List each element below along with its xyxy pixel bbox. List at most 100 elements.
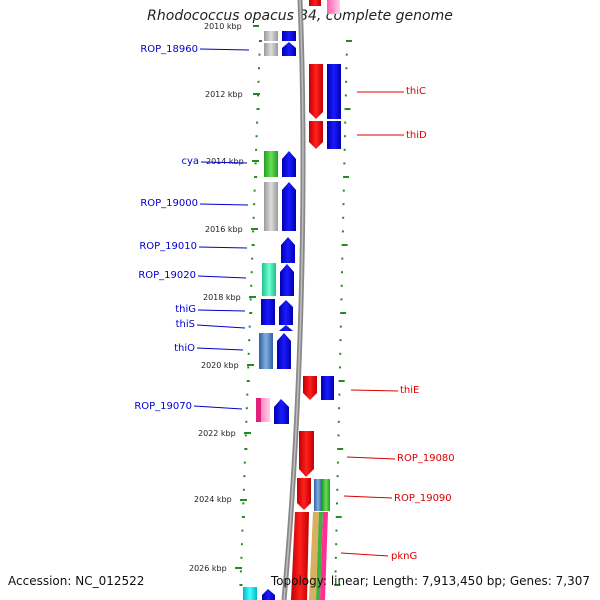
gene-red-top-clipped[interactable]	[309, 0, 321, 6]
gene-label-thiE[interactable]: thiE	[350, 385, 419, 396]
gene-ROP_19090[interactable]	[297, 478, 311, 510]
gene-label-ROP_18960[interactable]: ROP_18960	[140, 44, 250, 55]
gene-label-ROP_19010[interactable]: ROP_19010	[139, 241, 248, 252]
svg-text:thiC[interactable]: thiC	[406, 86, 426, 97]
track-tick	[338, 380, 345, 382]
scale-marker-2014: 2014 kbp	[206, 157, 259, 166]
svg-text:ROP_19020[interactable]: ROP_19020	[138, 270, 196, 281]
track-tick	[256, 108, 260, 110]
gene-label-thiO[interactable]: thiO	[174, 343, 244, 354]
scale-marker-2010: 2010 kbp	[204, 22, 259, 31]
gene-blue-thiE-pair[interactable]	[321, 376, 334, 400]
track-tick	[246, 380, 250, 382]
gene-label-thiC[interactable]: thiC	[357, 86, 426, 97]
gene-label-pknG[interactable]: pknG	[340, 551, 417, 562]
gene-multicolor-pknG-1[interactable]	[309, 512, 319, 600]
gene-label-thiG[interactable]: thiG	[175, 304, 246, 315]
track-tick	[247, 352, 250, 355]
gene-gray-1[interactable]	[264, 31, 278, 41]
scale-label: 2014 kbp	[206, 157, 244, 166]
track-tick	[245, 420, 248, 423]
gene-gray-2[interactable]	[264, 43, 278, 56]
track-tick	[249, 298, 252, 301]
gene-label-cya[interactable]: cya	[181, 156, 248, 167]
gene-blue-ROP_19000-pair[interactable]	[282, 182, 296, 231]
svg-text:thiD[interactable]: thiD	[406, 130, 427, 141]
gene-pink-top-clipped[interactable]	[327, 0, 340, 14]
gene-blue-ROP_19020-pair[interactable]	[280, 264, 294, 296]
gene-cyan-bottom-clipped[interactable]	[243, 587, 257, 600]
svg-text:ROP_19000[interactable]: ROP_19000	[140, 198, 198, 209]
track-tick	[345, 80, 348, 83]
gene-ROP_19020[interactable]	[262, 263, 276, 296]
gene-blue-thiC-pair[interactable]	[327, 64, 341, 119]
track-tick	[244, 434, 247, 437]
gene-ROP_19000[interactable]	[264, 182, 278, 231]
scale-marker-2018: 2018 kbp	[203, 293, 256, 302]
scale-label: 2026 kbp	[189, 564, 227, 573]
track-tick	[245, 407, 248, 410]
gene-label-thiS[interactable]: thiS	[176, 319, 246, 330]
gene-green-ROP_19090-pair[interactable]	[322, 479, 330, 511]
accession-text: Accession: NC_012522	[8, 574, 145, 588]
gene-blue-thiG-pair[interactable]	[279, 300, 293, 325]
track-tick	[253, 189, 256, 192]
gene-label-ROP_19070[interactable]: ROP_19070	[134, 401, 243, 412]
gene-thiD[interactable]	[309, 121, 323, 149]
track-tick	[244, 448, 248, 450]
scale-marker-2024: 2024 kbp	[194, 495, 247, 504]
track-tick	[340, 298, 343, 301]
gene-ROP_19010[interactable]	[281, 237, 295, 263]
track-tick	[258, 67, 261, 70]
svg-text:ROP_19070[interactable]: ROP_19070	[134, 401, 192, 412]
track-tick	[248, 325, 251, 328]
track-tick	[343, 162, 346, 165]
gene-multicolor-pknG-2[interactable]	[316, 512, 323, 600]
gene-label-ROP_19090[interactable]: ROP_19090	[343, 493, 452, 504]
svg-text:cya[interactable]: cya	[181, 156, 199, 167]
svg-text:thiE[interactable]: thiE	[400, 385, 419, 396]
gene-blue-cya-pair[interactable]	[282, 151, 296, 177]
gene-blue-thiD-pair[interactable]	[327, 121, 341, 149]
gene-label-ROP_19020[interactable]: ROP_19020	[138, 270, 247, 281]
gene-multicolor-pknG-3[interactable]	[320, 512, 328, 600]
gene-pknG[interactable]	[291, 512, 309, 600]
svg-text:ROP_19010[interactable]: ROP_19010	[139, 241, 197, 252]
svg-text:thiG[interactable]: thiG	[175, 304, 196, 315]
gene-thiO[interactable]	[259, 333, 273, 369]
track-tick	[247, 366, 250, 369]
gene-label-thiD[interactable]: thiD	[357, 130, 427, 141]
track-tick	[344, 108, 351, 110]
gene-thiE[interactable]	[303, 376, 317, 400]
track-tick	[240, 543, 243, 546]
gene-blue-1[interactable]	[282, 31, 296, 41]
gene-ROP_19080[interactable]	[299, 431, 314, 477]
gene-blue-2[interactable]	[282, 42, 296, 56]
gene-blue-ROP_19070-pair[interactable]	[274, 399, 289, 424]
svg-text:pknG[interactable]: pknG	[391, 551, 417, 562]
gene-label-ROP_19000[interactable]: ROP_19000	[140, 198, 249, 209]
svg-text:thiO[interactable]: thiO	[174, 343, 195, 354]
gene-blue-thiO-pair[interactable]	[277, 333, 291, 369]
track-tick	[338, 393, 341, 396]
gene-steel-ROP_19090-pair[interactable]	[314, 479, 322, 511]
track-tick	[344, 121, 347, 124]
gene-label-ROP_19080[interactable]: ROP_19080	[346, 453, 455, 464]
track-tick	[250, 284, 253, 287]
svg-text:ROP_18960[interactable]: ROP_18960	[140, 44, 198, 55]
svg-text:ROP_19090[interactable]: ROP_19090	[394, 493, 452, 504]
svg-text:thiS[interactable]: thiS	[176, 319, 195, 330]
gene-thiC[interactable]	[309, 64, 323, 119]
gene-thiG[interactable]	[261, 299, 275, 325]
track-tick	[341, 257, 344, 260]
gene-blue-bottom-clipped[interactable]	[262, 589, 275, 600]
track-tick	[342, 189, 345, 192]
gene-thiS[interactable]	[279, 325, 293, 331]
svg-text:ROP_19080[interactable]: ROP_19080	[397, 453, 455, 464]
gene-cya[interactable]	[264, 151, 278, 177]
scale-label: 2010 kbp	[204, 22, 242, 31]
track-tick	[342, 216, 345, 219]
scale-label: 2012 kbp	[205, 90, 243, 99]
track-tick	[255, 135, 258, 138]
